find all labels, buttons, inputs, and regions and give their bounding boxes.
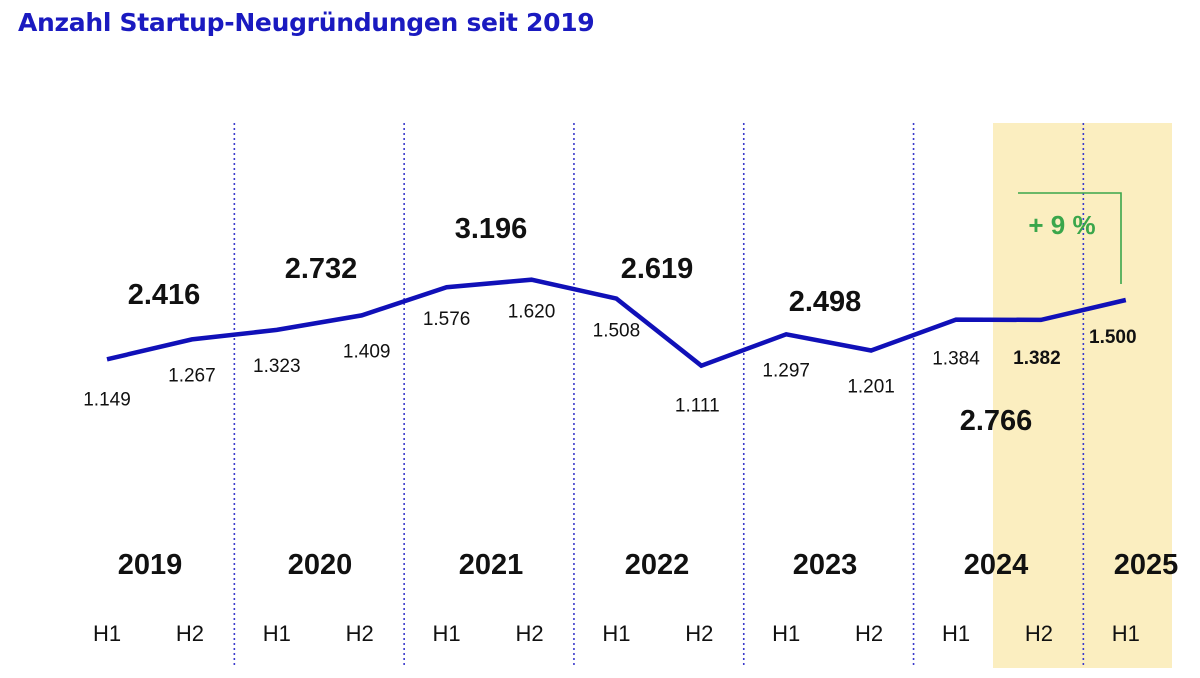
half-axis-label: H1 xyxy=(772,621,800,646)
year-axis-label: 2023 xyxy=(793,549,858,581)
year-total-label: 2.498 xyxy=(789,286,862,318)
highlight-band xyxy=(993,123,1172,668)
year-total-label: 3.196 xyxy=(455,213,528,245)
series-line-group xyxy=(106,277,1127,369)
data-label: 1.409 xyxy=(343,341,391,362)
highlight-region xyxy=(993,123,1172,668)
data-label: 1.384 xyxy=(932,349,980,370)
year-axis-label: 2025 xyxy=(1114,549,1179,581)
data-label: 1.500 xyxy=(1089,327,1137,348)
half-axis-label: H1 xyxy=(433,621,461,646)
value-labels: 1.149 1.267 1.323 1.409 1.576 1.620 1.508 1.111… xyxy=(83,302,1136,417)
data-label: 1.201 xyxy=(847,377,895,398)
data-label: 1.111 xyxy=(675,396,720,417)
year-totals: 2.416 2.732 3.196 2.619 2.498 2.766 xyxy=(128,213,1033,437)
data-label: 1.620 xyxy=(508,302,556,323)
year-total-label: 2.416 xyxy=(128,279,201,311)
growth-annotation: + 9 % xyxy=(1018,192,1122,284)
year-total-label: 2.766 xyxy=(960,405,1033,437)
chart-title: Anzahl Startup-Neugründungen seit 2019 xyxy=(18,8,595,37)
half-axis-label: H2 xyxy=(346,621,374,646)
half-axis-label: H1 xyxy=(602,621,630,646)
half-axis-label: H2 xyxy=(515,621,543,646)
growth-bracket xyxy=(1018,192,1122,284)
data-label: 1.508 xyxy=(593,321,641,342)
data-label: 1.382 xyxy=(1013,348,1061,369)
data-label: 1.149 xyxy=(83,389,131,410)
growth-label: + 9 % xyxy=(1028,210,1095,240)
half-axis-label: H2 xyxy=(1025,621,1053,646)
year-axis-label: 2020 xyxy=(288,549,353,581)
year-dividers xyxy=(233,123,1085,666)
data-label: 1.297 xyxy=(762,360,810,381)
year-total-label: 2.732 xyxy=(285,253,358,285)
half-axis-label: H2 xyxy=(176,621,204,646)
half-axis-label: H2 xyxy=(855,621,883,646)
half-axis-label: H1 xyxy=(263,621,291,646)
year-axis-label: 2019 xyxy=(118,549,183,581)
x-axis-labels: 2019 2020 2021 2022 2023 2024 2025 H1 H2 H1 H2 H1 H2… xyxy=(93,549,1178,646)
year-total-label: 2.619 xyxy=(621,253,694,285)
data-label: 1.323 xyxy=(253,356,301,377)
half-axis-label: H1 xyxy=(1112,621,1140,646)
half-axis-label: H1 xyxy=(942,621,970,646)
half-axis-label: H2 xyxy=(685,621,713,646)
year-axis-label: 2024 xyxy=(964,549,1029,581)
year-axis-label: 2022 xyxy=(625,549,690,581)
series-line xyxy=(106,277,1127,369)
year-axis-label: 2021 xyxy=(459,549,524,581)
data-label: 1.576 xyxy=(423,309,471,330)
half-axis-label: H1 xyxy=(93,621,121,646)
data-label: 1.267 xyxy=(168,365,216,386)
